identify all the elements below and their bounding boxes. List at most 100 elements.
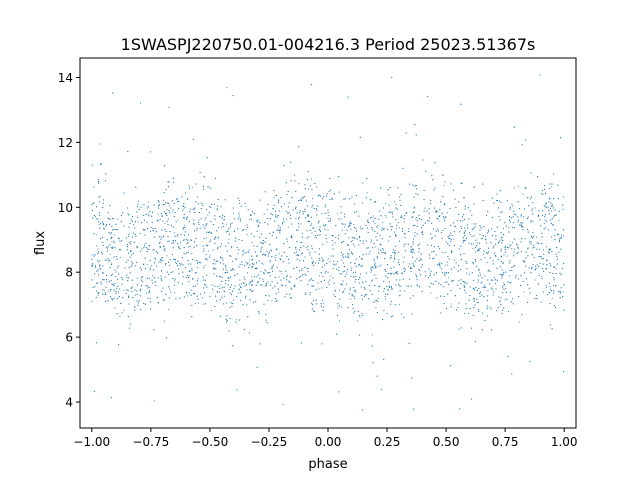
data-point [149,298,151,300]
data-point [109,290,111,292]
data-point [132,297,134,299]
data-point [193,223,195,225]
data-point [180,233,182,235]
data-point [549,219,551,221]
data-point [354,245,356,247]
data-point [528,287,530,289]
data-point [531,237,533,239]
data-point [494,254,497,256]
data-point [272,208,274,210]
data-point [311,206,313,208]
data-point [474,251,476,253]
data-point [203,303,205,305]
data-point [494,243,497,245]
data-point [411,249,413,251]
data-point [109,267,111,269]
data-point [159,245,161,247]
data-point [265,284,267,286]
data-point [358,215,360,217]
data-point [496,226,498,228]
data-point [512,216,514,218]
data-point [239,319,241,321]
data-point [447,243,449,245]
data-point [473,186,475,188]
data-point [262,280,264,282]
data-point [464,282,466,284]
data-point [185,277,187,279]
data-point [259,343,261,345]
data-point [208,232,210,234]
data-point [472,247,474,249]
data-point [111,262,113,264]
data-point [204,303,207,305]
data-point [361,258,363,260]
data-point [247,272,249,274]
data-point [495,255,497,257]
data-point [108,260,110,262]
data-point [197,221,200,224]
data-point [191,304,193,306]
data-point [497,242,499,244]
data-point [443,295,445,297]
data-point [204,227,206,229]
data-point [457,270,459,272]
data-point [449,234,451,236]
data-point [309,185,311,187]
data-point [460,279,462,281]
data-point [251,255,253,257]
data-point [134,265,136,267]
data-point [562,208,564,210]
chart-title: 1SWASPJ220750.01-004216.3 Period 25023.5… [121,35,536,54]
data-point [559,297,561,299]
data-point [545,213,547,215]
data-point [458,328,460,330]
data-point [273,190,275,192]
data-point [314,231,316,233]
data-point [403,270,405,273]
data-point [375,217,377,219]
data-point [392,249,395,251]
data-point [146,207,148,209]
data-point [177,198,179,200]
data-point [324,206,326,208]
data-point [437,218,439,220]
data-point [395,272,398,274]
data-point [289,293,291,295]
data-point [375,277,377,279]
data-point [238,212,240,214]
data-point [527,228,529,230]
data-point [100,281,102,283]
data-point [271,267,273,269]
data-point [130,265,132,267]
data-point [530,272,532,274]
data-point [265,237,267,239]
data-point [174,258,176,260]
data-point [425,275,427,277]
data-point [148,277,150,279]
data-point [346,256,348,258]
data-point [102,272,105,274]
data-point [525,278,527,280]
data-point [500,212,502,214]
data-point [390,257,392,259]
data-point [154,257,156,259]
data-point [278,252,280,254]
data-point [94,254,96,256]
data-point [341,259,343,261]
data-point [535,265,537,267]
data-point [531,235,533,237]
data-point [273,196,275,199]
data-point [111,247,114,249]
data-point [553,305,555,307]
data-point [439,208,441,210]
data-point [556,233,559,235]
data-point [536,264,538,266]
data-point [507,311,510,313]
data-point [447,272,449,274]
data-point [168,106,170,108]
data-point [271,235,273,237]
data-point [449,232,451,234]
data-point [516,253,518,255]
data-point [162,287,164,289]
